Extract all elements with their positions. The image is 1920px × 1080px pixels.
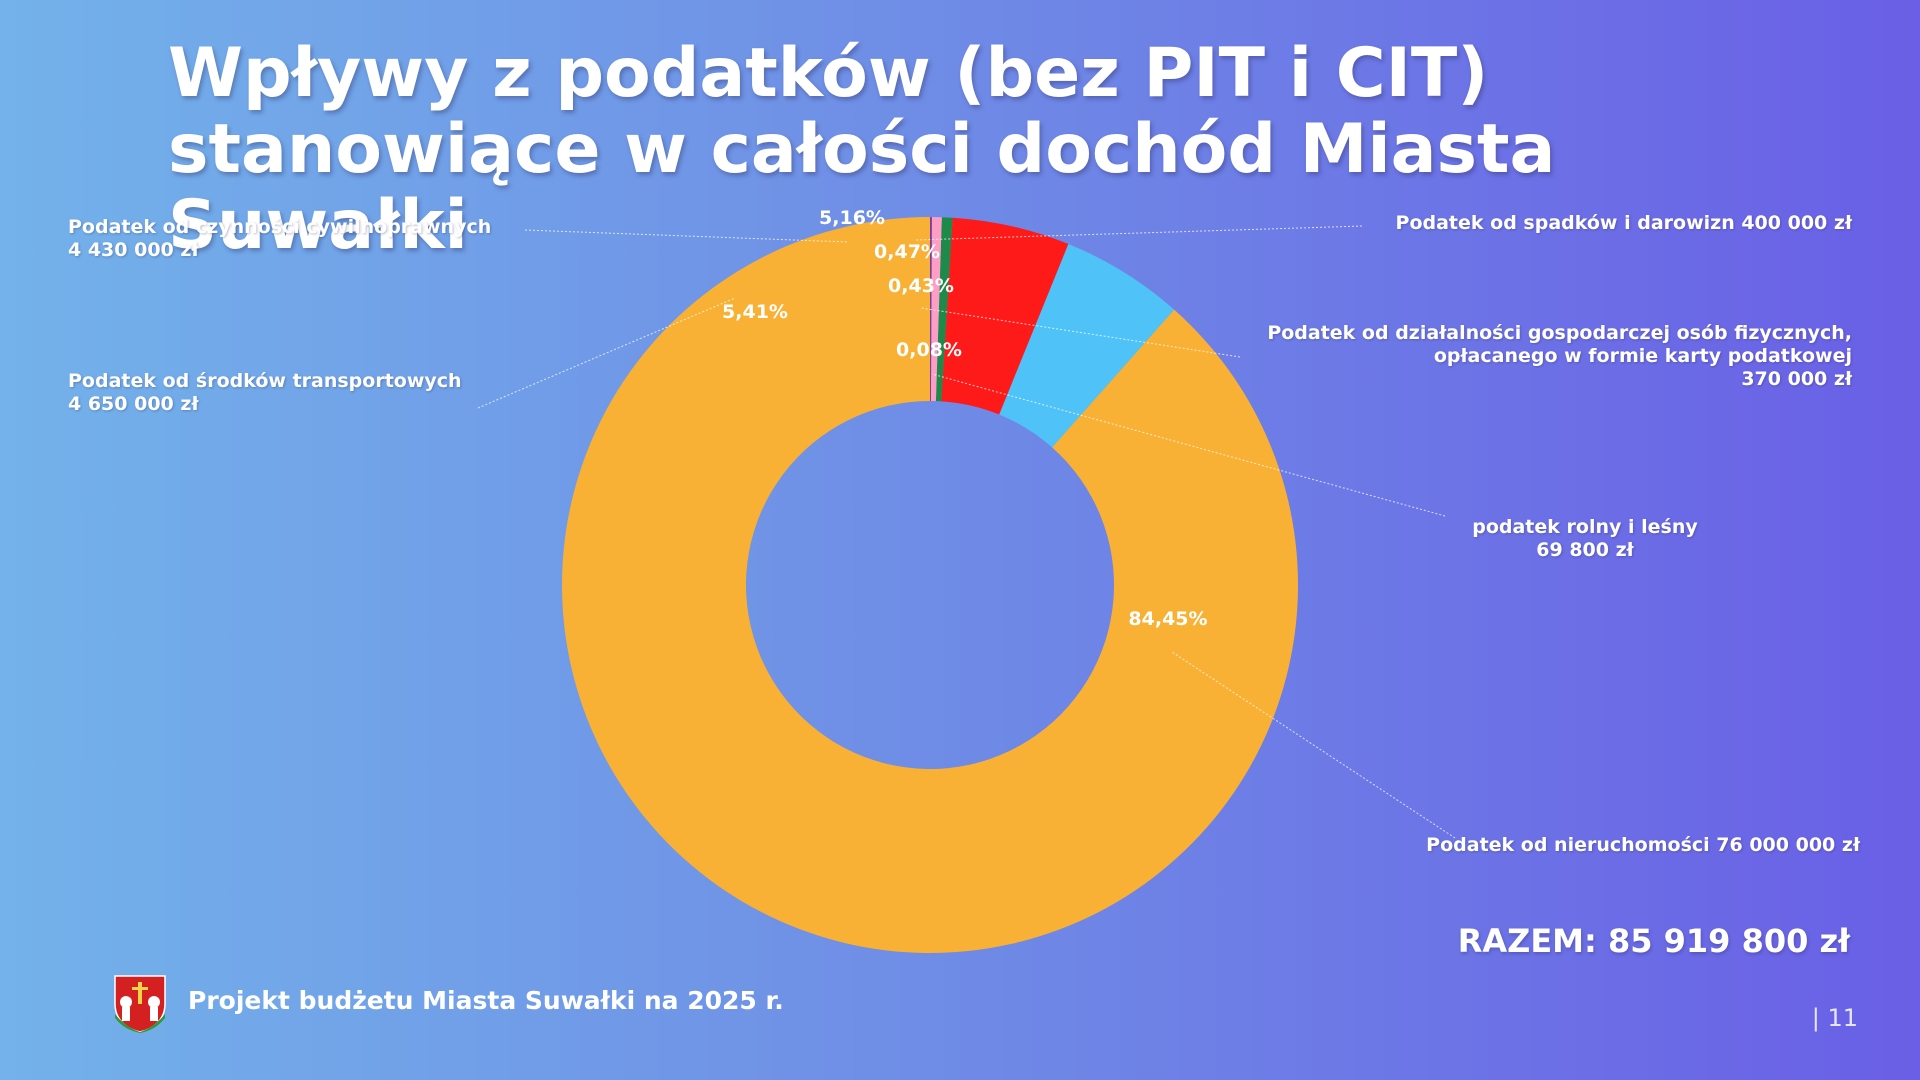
slice-czynnosci bbox=[941, 217, 1069, 415]
label-nieruchomosci-name: Podatek od nieruchomości 76 000 000 zł bbox=[1426, 834, 1860, 856]
leader-line-czynnosci bbox=[524, 229, 849, 243]
slice-transport bbox=[999, 243, 1175, 448]
label-transport-value: 4 650 000 zł bbox=[68, 393, 199, 415]
label-rolny-value: 69 800 zł bbox=[1536, 539, 1634, 561]
label-nieruchomosci: Podatek od nieruchomości 76 000 000 zł bbox=[1426, 834, 1860, 857]
label-czynnosci-name: Podatek od czynności cywilnoprawnych bbox=[68, 216, 492, 238]
label-transport-name: Podatek od środków transportowych bbox=[68, 370, 462, 392]
label-rolny-name: podatek rolny i leśny bbox=[1472, 516, 1698, 538]
pct-label-czynnosci: 5,16% bbox=[819, 207, 885, 229]
chart-slices bbox=[562, 217, 1298, 954]
pct-label-spadki: 0,47% bbox=[874, 241, 940, 263]
label-karta-line1: Podatek od działalności gospodarczej osó… bbox=[1267, 322, 1852, 344]
label-karta: Podatek od działalności gospodarczej osó… bbox=[1267, 322, 1852, 391]
city-crest-icon bbox=[114, 975, 166, 1033]
footer-text: Projekt budżetu Miasta Suwałki na 2025 r… bbox=[188, 986, 784, 1015]
label-karta-value: 370 000 zł bbox=[1741, 368, 1852, 390]
pct-label-rolny: 0,08% bbox=[896, 339, 962, 361]
total-sum: RAZEM: 85 919 800 zł bbox=[1457, 922, 1850, 960]
label-spadki: Podatek od spadków i darowizn 400 000 zł bbox=[1396, 212, 1852, 235]
page-number: | 11 bbox=[1811, 1004, 1858, 1032]
leader-line-rolny bbox=[931, 373, 1446, 517]
leader-line-nieruchomosci bbox=[1171, 651, 1456, 839]
label-transport: Podatek od środków transportowych 4 650 … bbox=[68, 370, 462, 416]
percent-labels: 84,45% 5,41% 5,16% 0,47% 0,43% 0,08% bbox=[722, 207, 1208, 630]
label-spadki-name: Podatek od spadków i darowizn 400 000 zł bbox=[1395, 212, 1852, 234]
pct-label-karta: 0,43% bbox=[888, 275, 954, 297]
slice-spadki bbox=[935, 217, 953, 402]
leader-line-transport bbox=[477, 297, 736, 409]
slice-karta bbox=[930, 217, 942, 402]
page-title: Wpływy z podatków (bez PIT i CIT) stanow… bbox=[168, 34, 1556, 265]
leader-lines bbox=[477, 225, 1456, 839]
pct-label-nieruchomosci: 84,45% bbox=[1128, 608, 1207, 630]
label-rolny: podatek rolny i leśny 69 800 zł bbox=[1440, 516, 1730, 562]
label-czynnosci-value: 4 430 000 zł bbox=[68, 239, 199, 261]
slice-nieruchomosci bbox=[562, 217, 1298, 954]
pct-label-transport: 5,41% bbox=[722, 301, 788, 323]
label-czynnosci: Podatek od czynności cywilnoprawnych 4 4… bbox=[68, 216, 491, 262]
leader-line-karta bbox=[920, 307, 1241, 358]
label-karta-line2: opłacanego w formie karty podatkowej bbox=[1433, 345, 1852, 367]
slice-rolny bbox=[930, 217, 932, 402]
